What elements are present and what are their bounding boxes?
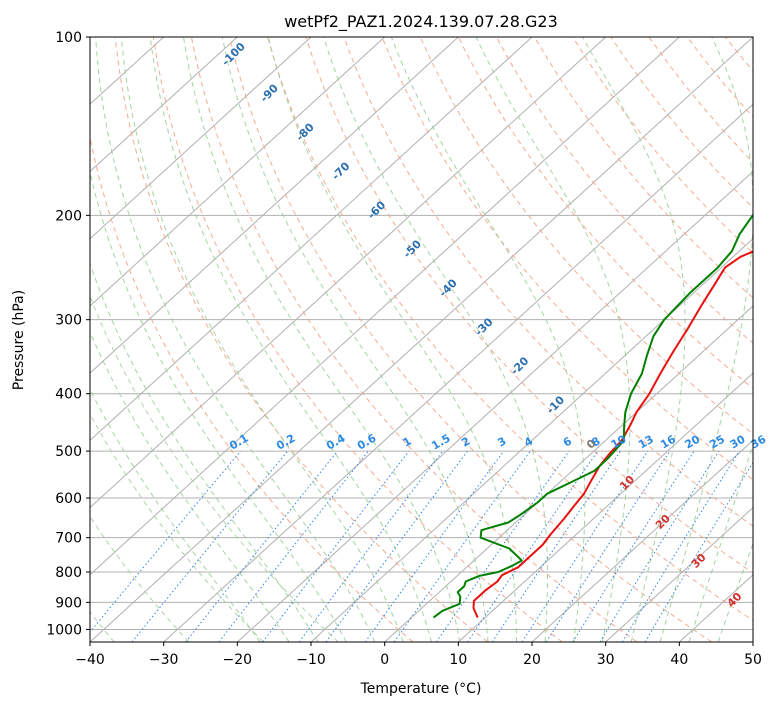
x-tick-label: 40 bbox=[670, 652, 688, 668]
moist-adiabat bbox=[120, 37, 404, 642]
dry-adiabat bbox=[90, 515, 190, 642]
moist-adiabat bbox=[90, 169, 347, 642]
y-tick-label: 700 bbox=[55, 531, 82, 547]
moist-adiabat bbox=[390, 37, 586, 642]
isotherm-gridline bbox=[90, 37, 238, 173]
mixing-ratio-line bbox=[262, 450, 410, 642]
dry-adiabat bbox=[229, 37, 712, 642]
x-tick-label: −10 bbox=[296, 652, 326, 668]
mixing-ratio-line bbox=[90, 450, 242, 633]
mixing-ratio-line bbox=[435, 450, 570, 642]
isotherm-gridline bbox=[752, 641, 753, 642]
isotherm-gridline bbox=[90, 37, 459, 374]
chart-title: wetPf2_PAZ1.2024.139.07.28.G23 bbox=[284, 12, 558, 32]
y-tick-label: 300 bbox=[55, 313, 82, 329]
x-tick-label: 10 bbox=[449, 652, 467, 668]
mixing-ratio-line bbox=[467, 450, 599, 642]
isotherm-gridline bbox=[384, 305, 753, 642]
isotherm-gridline bbox=[163, 103, 753, 642]
moist-adiabat bbox=[90, 388, 261, 642]
y-tick-label: 100 bbox=[55, 30, 82, 46]
isotherm-gridline bbox=[236, 170, 753, 642]
dry-adiabat bbox=[90, 412, 264, 642]
isotherm-gridline bbox=[90, 37, 312, 240]
isotherm-gridline bbox=[90, 37, 753, 642]
moist-adiabat bbox=[183, 37, 461, 642]
dry-adiabat bbox=[90, 295, 339, 642]
moist-adiabat bbox=[323, 37, 548, 642]
x-tick-label: −20 bbox=[223, 652, 253, 668]
x-tick-label: 30 bbox=[597, 652, 615, 668]
x-tick-label: −30 bbox=[149, 652, 179, 668]
x-tick-label: 0 bbox=[380, 652, 389, 668]
isotherm-gridline bbox=[90, 37, 607, 509]
isotherm-gridline bbox=[310, 237, 753, 642]
dry-adiabat bbox=[343, 37, 753, 527]
y-tick-label: 500 bbox=[55, 444, 82, 460]
dry-adiabat bbox=[152, 37, 563, 642]
isotherm-gridline bbox=[90, 37, 533, 442]
y-tick-label: 400 bbox=[55, 387, 82, 403]
isotherm-gridline bbox=[457, 372, 753, 642]
dry-adiabat bbox=[190, 37, 638, 642]
moist-adiabat bbox=[149, 37, 432, 642]
y-tick-label: 1000 bbox=[46, 622, 82, 638]
moist-adiabat bbox=[267, 37, 517, 642]
dry-adiabat bbox=[305, 37, 753, 574]
y-tick-label: 800 bbox=[55, 565, 82, 581]
moist-adiabat bbox=[95, 37, 376, 642]
mixing-ratio-line bbox=[131, 450, 288, 642]
dry-adiabat bbox=[90, 135, 414, 642]
dry-adiabat bbox=[457, 37, 753, 389]
dewpoint-profile-line bbox=[432, 214, 753, 619]
dry-adiabat bbox=[495, 37, 753, 344]
mixing-ratio-line bbox=[491, 450, 621, 642]
mixing-ratio-line bbox=[298, 450, 444, 642]
mixing-ratio-line bbox=[364, 450, 505, 642]
dry-adiabat bbox=[763, 37, 775, 642]
x-tick-label: 50 bbox=[744, 652, 762, 668]
mixing-ratio-line bbox=[325, 450, 468, 642]
y-tick-label: 900 bbox=[55, 595, 82, 611]
moist-adiabat bbox=[475, 37, 631, 642]
mixing-ratio-line bbox=[572, 450, 695, 642]
dry-adiabat bbox=[267, 37, 753, 622]
isotherm-gridline bbox=[90, 37, 386, 307]
isotherm-gridline bbox=[531, 439, 753, 642]
temperature-profile-line bbox=[472, 250, 753, 619]
x-tick-label: 20 bbox=[523, 652, 541, 668]
mixing-ratio-line bbox=[521, 450, 649, 642]
moist-adiabat bbox=[659, 37, 753, 642]
mixing-ratio-line bbox=[545, 450, 671, 642]
x-axis-title: Temperature (°C) bbox=[360, 681, 482, 697]
moist-adiabat bbox=[90, 262, 319, 642]
moist-adiabat bbox=[90, 330, 290, 642]
y-tick-label: 600 bbox=[55, 491, 82, 507]
plot-frame bbox=[89, 36, 754, 643]
mixing-ratio-line bbox=[621, 450, 740, 642]
y-axis-title: Pressure (hPa) bbox=[11, 290, 27, 390]
y-tick-label: 200 bbox=[55, 208, 82, 224]
mixing-ratio-line bbox=[393, 450, 531, 642]
isotherm-gridline bbox=[605, 506, 753, 642]
moist-adiabat bbox=[688, 443, 753, 642]
x-tick-label: −40 bbox=[75, 652, 105, 668]
isotherm-gridline bbox=[90, 37, 680, 576]
dry-adiabat bbox=[114, 37, 488, 642]
mixing-ratio-line bbox=[185, 450, 338, 642]
